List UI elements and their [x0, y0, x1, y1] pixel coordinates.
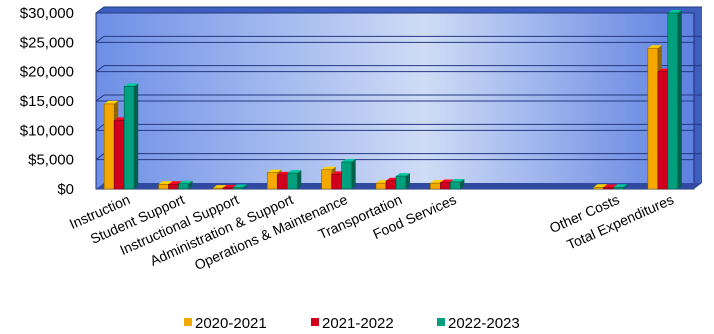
bar [178, 180, 193, 190]
y-tick-label: $15,000 [20, 93, 74, 110]
y-tick-label: $20,000 [20, 64, 74, 81]
y-tick-label: $0 [57, 181, 74, 198]
legend-item: 2021-2022 [311, 315, 394, 332]
legend-swatch [437, 318, 445, 326]
bar [450, 178, 465, 190]
legend-item: 2022-2023 [437, 315, 520, 332]
legend-label: 2022-2023 [448, 315, 520, 332]
legend-swatch [311, 318, 319, 326]
gridline [95, 94, 702, 102]
y-tick-label: $10,000 [20, 122, 74, 139]
bar [286, 170, 302, 190]
gridline [95, 6, 702, 14]
y-tick-label: $5,000 [28, 152, 74, 169]
legend-item: 2020-2021 [184, 315, 267, 332]
bar [123, 83, 139, 190]
gridline [95, 35, 702, 43]
gridline [95, 65, 702, 73]
bar [341, 159, 356, 190]
legend-swatch [184, 318, 192, 326]
bar [232, 184, 247, 190]
bar [667, 10, 682, 190]
bar [395, 173, 410, 190]
legend-label: 2020-2021 [195, 315, 267, 332]
legend-label: 2021-2022 [322, 315, 394, 332]
bar [613, 184, 628, 190]
y-tick-label: $25,000 [20, 34, 74, 51]
y-tick-label: $30,000 [20, 5, 74, 22]
